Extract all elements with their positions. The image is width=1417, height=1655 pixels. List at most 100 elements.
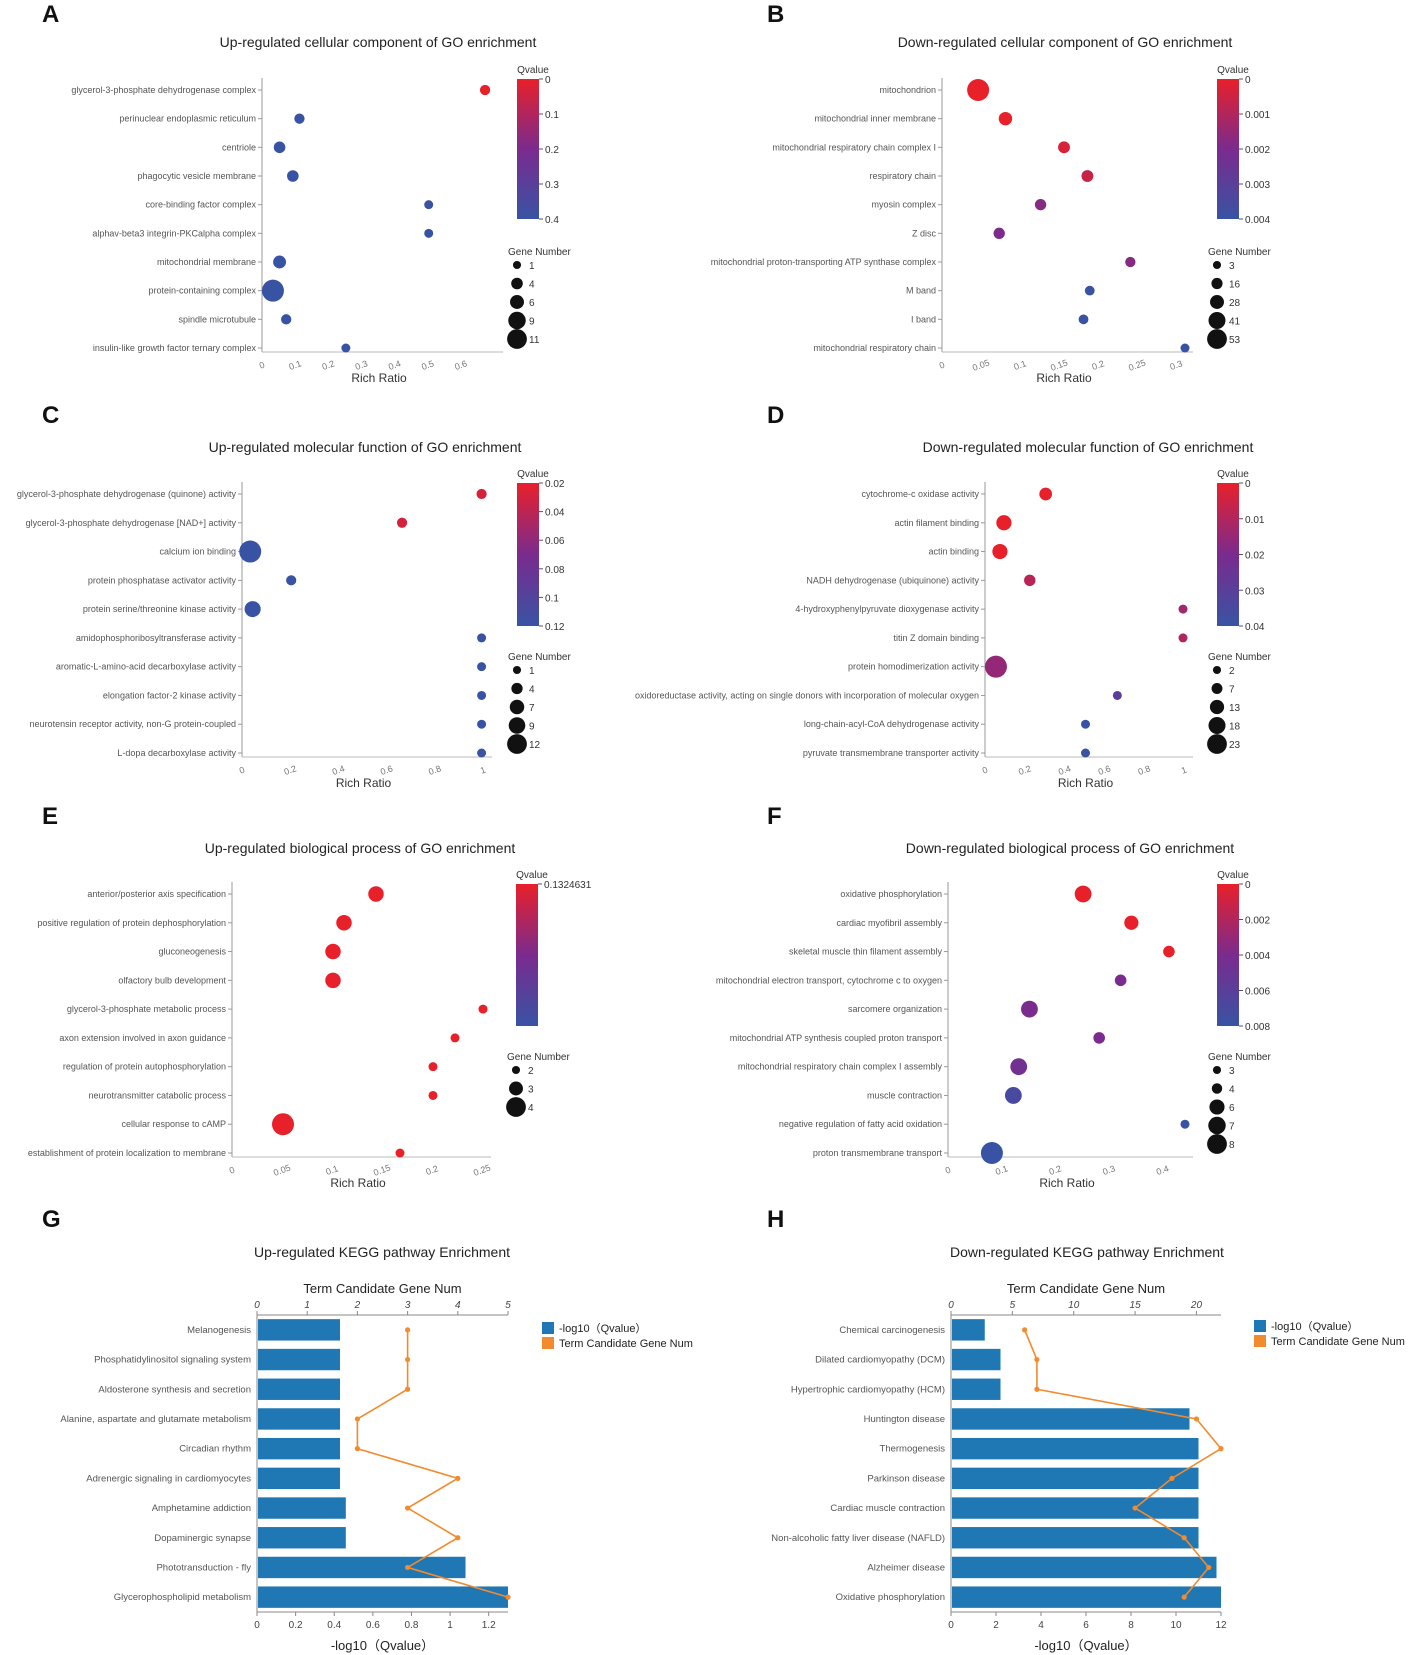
data-point-e [336, 915, 352, 931]
panel-label-e: E [42, 803, 58, 830]
term-label-f: mitochondrial electron transport, cytoch… [716, 975, 942, 985]
term-label-f: oxidative phosphorylation [840, 889, 942, 899]
legend-label-qvalue-g: -log10（Qvalue） [559, 1322, 646, 1335]
data-point-b [1125, 256, 1136, 268]
x-tick-label-d: 1 [1180, 765, 1188, 776]
bottom-tick-label-g: 0 [254, 1620, 260, 1631]
top-tick-label-h: 15 [1130, 1300, 1142, 1311]
chart-title-h: Down-regulated KEGG pathway Enrichment [950, 1244, 1224, 1260]
gene-num-point-g [354, 1446, 360, 1452]
data-point-e [368, 886, 384, 902]
qvalue-colorbar-c [517, 483, 539, 626]
qvalue-tick-label-a: 0 [545, 75, 551, 86]
gene-legend-dot-a [511, 277, 523, 290]
gene-legend-label-a: 4 [529, 280, 535, 291]
data-point-d [984, 655, 1007, 678]
qvalue-tick-label-d: 0.02 [1245, 551, 1265, 562]
term-label-e: regulation of protein autophosphorylatio… [63, 1062, 226, 1072]
data-point-b [967, 79, 990, 101]
term-label-f: mitochondrial ATP synthesis coupled prot… [730, 1033, 943, 1043]
top-tick-label-g: 4 [455, 1300, 461, 1311]
term-label-a: insulin-like growth factor ternary compl… [93, 343, 257, 353]
data-point-b [993, 227, 1005, 240]
x-tick-label-b: 0.1 [1012, 358, 1027, 372]
top-tick-label-g: 0 [254, 1300, 260, 1311]
category-label-g: Melanogenesis [187, 1325, 251, 1336]
legend-swatch-gene-num-h [1254, 1335, 1266, 1347]
x-axis-label-c: Rich Ratio [336, 776, 392, 790]
category-label-h: Cardiac muscle contraction [830, 1503, 945, 1514]
term-label-f: sarcomere organization [848, 1004, 942, 1014]
qvalue-legend-title-e: Qvalue [516, 870, 548, 881]
data-point-d [1081, 748, 1090, 758]
data-point-f [1124, 915, 1139, 930]
gene-legend-dot-e [506, 1097, 526, 1117]
x-axis-label-d: Rich Ratio [1058, 776, 1114, 790]
qvalue-tick-label-c: 0.08 [545, 565, 565, 576]
data-point-f [1093, 1032, 1105, 1044]
term-label-d: 4-hydroxyphenylpyruvate dioxygenase acti… [795, 604, 979, 614]
gene-num-point-g [505, 1594, 511, 1600]
x-tick-label-e: 0.1 [324, 1163, 339, 1177]
chart-title-f: Down-regulated biological process of GO … [906, 840, 1234, 856]
qvalue-colorbar-b [1217, 79, 1239, 219]
qvalue-colorbar-a [517, 79, 539, 219]
gene-legend-dot-f [1208, 1116, 1226, 1135]
term-label-e: anterior/posterior axis specification [87, 889, 226, 899]
gene-legend-label-d: 7 [1229, 685, 1235, 696]
qvalue-legend-title-d: Qvalue [1217, 469, 1249, 480]
term-label-e: cellular response to cAMP [121, 1119, 226, 1129]
data-point-a [261, 279, 284, 302]
qvalue-tick-label-d: 0 [1245, 479, 1251, 490]
legend-label-gene-num-h: Term Candidate Gene Num [1271, 1336, 1405, 1348]
data-point-a [424, 228, 434, 238]
qvalue-tick-label-b: 0.003 [1245, 180, 1270, 191]
qvalue-tick-label-c: 0.06 [545, 536, 565, 547]
data-point-b [1084, 285, 1095, 296]
data-point-d [1178, 633, 1188, 643]
gene-num-point-h [1132, 1505, 1138, 1511]
x-tick-label-f: 0 [944, 1165, 952, 1176]
gene-legend-dot-f [1207, 1134, 1227, 1154]
gene-num-point-g [405, 1564, 411, 1571]
gene-num-point-g [405, 1327, 411, 1333]
term-label-c: protein serine/threonine kinase activity [83, 604, 237, 614]
term-label-a: alphav-beta3 integrin-PKCalpha complex [92, 228, 256, 238]
gene-legend-label-a: 11 [529, 335, 540, 346]
gene-legend-label-f: 3 [1229, 1066, 1235, 1077]
data-point-c [396, 517, 408, 528]
bar-h [952, 1437, 1199, 1460]
data-point-f [1163, 945, 1175, 958]
x-tick-label-f: 0.2 [1048, 1163, 1063, 1177]
data-point-d [992, 543, 1008, 560]
bar-g [258, 1556, 466, 1579]
gene-legend-label-f: 8 [1229, 1140, 1235, 1151]
gene-num-point-g [405, 1386, 411, 1392]
qvalue-tick-label-c: 0.04 [545, 508, 565, 519]
bar-h [952, 1348, 1001, 1371]
qvalue-tick-label-d: 0.03 [1245, 586, 1265, 597]
x-tick-label-f: 0.1 [994, 1163, 1009, 1177]
x-axis-label-h: -log10（Qvalue） [1034, 1638, 1137, 1653]
chart-title-a: Up-regulated cellular component of GO en… [220, 34, 537, 50]
gene-legend-dot-b [1211, 277, 1223, 290]
gene-legend-label-e: 2 [528, 1066, 534, 1077]
gene-num-point-h [1181, 1594, 1187, 1600]
gene-num-point-h [1169, 1475, 1175, 1481]
gene-legend-label-c: 12 [529, 740, 541, 751]
category-label-h: Non-alcoholic fatty liver disease (NAFLD… [771, 1533, 945, 1544]
gene-num-point-h [1206, 1564, 1212, 1571]
legend-swatch-qvalue-g [542, 1322, 554, 1334]
data-point-f [1074, 885, 1092, 903]
x-tick-label-a: 0.1 [288, 358, 303, 372]
gene-legend-title-c: Gene Number [508, 652, 571, 663]
data-point-d [996, 515, 1012, 531]
bar-h [952, 1586, 1221, 1608]
term-label-c: glycerol-3-phosphate dehydrogenase [NAD+… [26, 518, 237, 528]
gene-legend-dot-d [1209, 699, 1225, 715]
legend-swatch-gene-num-g [542, 1337, 554, 1349]
term-label-c: amidophosphoribosyltransferase activity [76, 633, 237, 643]
category-label-g: Phosphatidylinositol signaling system [94, 1355, 251, 1366]
gene-legend-dot-c [507, 734, 527, 754]
gene-num-point-h [1181, 1535, 1187, 1541]
